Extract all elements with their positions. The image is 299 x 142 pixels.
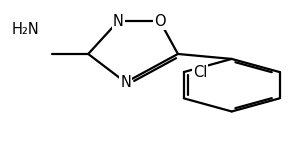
Text: Cl: Cl [193, 65, 207, 80]
Text: N: N [113, 14, 123, 29]
Text: O: O [154, 14, 166, 29]
Text: N: N [120, 75, 131, 90]
Text: H₂N: H₂N [12, 22, 40, 37]
